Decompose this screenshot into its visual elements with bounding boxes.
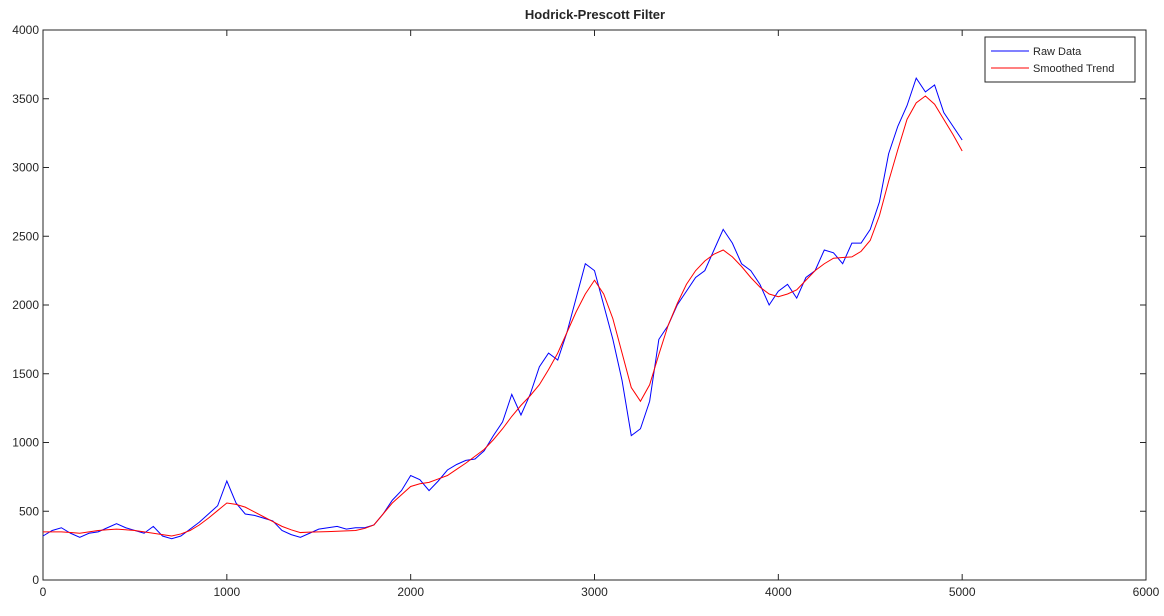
series-line	[42, 77, 963, 540]
x-tick-label: 0	[40, 585, 47, 599]
chart-title: Hodrick-Prescott Filter	[525, 7, 665, 22]
y-tick-label: 3000	[12, 161, 39, 175]
x-tick-label: 6000	[1133, 585, 1160, 599]
legend-label: Raw Data	[1033, 46, 1082, 58]
x-tick-label: 5000	[949, 585, 976, 599]
plot-frame	[42, 29, 1147, 581]
y-tick-label: 2500	[12, 229, 39, 243]
x-tick-label: 1000	[213, 585, 240, 599]
y-tick-label: 4000	[12, 23, 39, 37]
y-tick-label: 1500	[12, 367, 39, 381]
y-tick-label: 2000	[12, 298, 39, 312]
x-tick-label: 2000	[397, 585, 424, 599]
y-tick-label: 500	[19, 504, 39, 518]
legend-label: Smoothed Trend	[1033, 63, 1114, 75]
y-tick-label: 3500	[12, 92, 39, 106]
legend-box	[984, 36, 1136, 83]
y-tick-label: 0	[32, 573, 39, 587]
y-tick-label: 1000	[12, 436, 39, 450]
x-tick-label: 3000	[581, 585, 608, 599]
x-tick-label: 4000	[765, 585, 792, 599]
series-line	[43, 95, 963, 537]
